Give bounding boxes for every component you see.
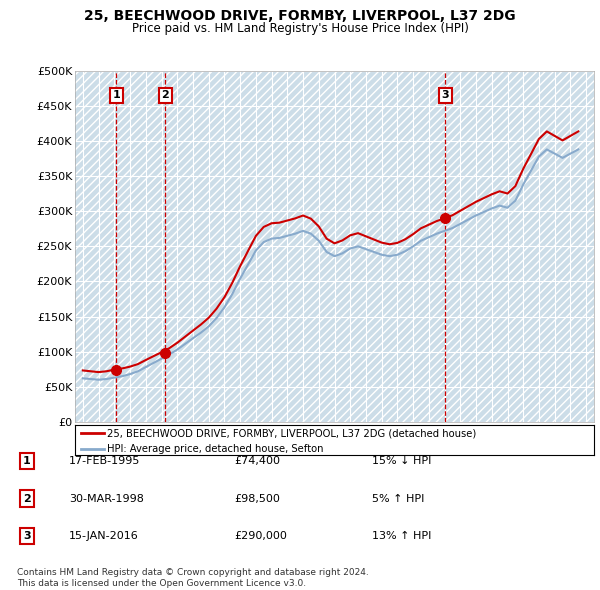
Text: 25, BEECHWOOD DRIVE, FORMBY, LIVERPOOL, L37 2DG: 25, BEECHWOOD DRIVE, FORMBY, LIVERPOOL, … (84, 9, 516, 23)
Text: HPI: Average price, detached house, Sefton: HPI: Average price, detached house, Seft… (107, 444, 323, 454)
Text: 15% ↓ HPI: 15% ↓ HPI (372, 457, 431, 466)
Text: 2: 2 (161, 90, 169, 100)
Text: 15-JAN-2016: 15-JAN-2016 (69, 531, 139, 540)
Text: 5% ↑ HPI: 5% ↑ HPI (372, 494, 424, 503)
Text: 1: 1 (23, 457, 31, 466)
Text: £98,500: £98,500 (234, 494, 280, 503)
Text: 2: 2 (23, 494, 31, 503)
Text: 25, BEECHWOOD DRIVE, FORMBY, LIVERPOOL, L37 2DG (detached house): 25, BEECHWOOD DRIVE, FORMBY, LIVERPOOL, … (107, 428, 476, 438)
Text: £74,400: £74,400 (234, 457, 280, 466)
Text: Price paid vs. HM Land Registry's House Price Index (HPI): Price paid vs. HM Land Registry's House … (131, 22, 469, 35)
Text: 13% ↑ HPI: 13% ↑ HPI (372, 531, 431, 540)
Text: 3: 3 (23, 531, 31, 540)
Text: 3: 3 (442, 90, 449, 100)
Text: £290,000: £290,000 (234, 531, 287, 540)
Text: 1: 1 (112, 90, 120, 100)
Text: 30-MAR-1998: 30-MAR-1998 (69, 494, 144, 503)
Text: Contains HM Land Registry data © Crown copyright and database right 2024.
This d: Contains HM Land Registry data © Crown c… (17, 568, 368, 588)
Text: 17-FEB-1995: 17-FEB-1995 (69, 457, 140, 466)
